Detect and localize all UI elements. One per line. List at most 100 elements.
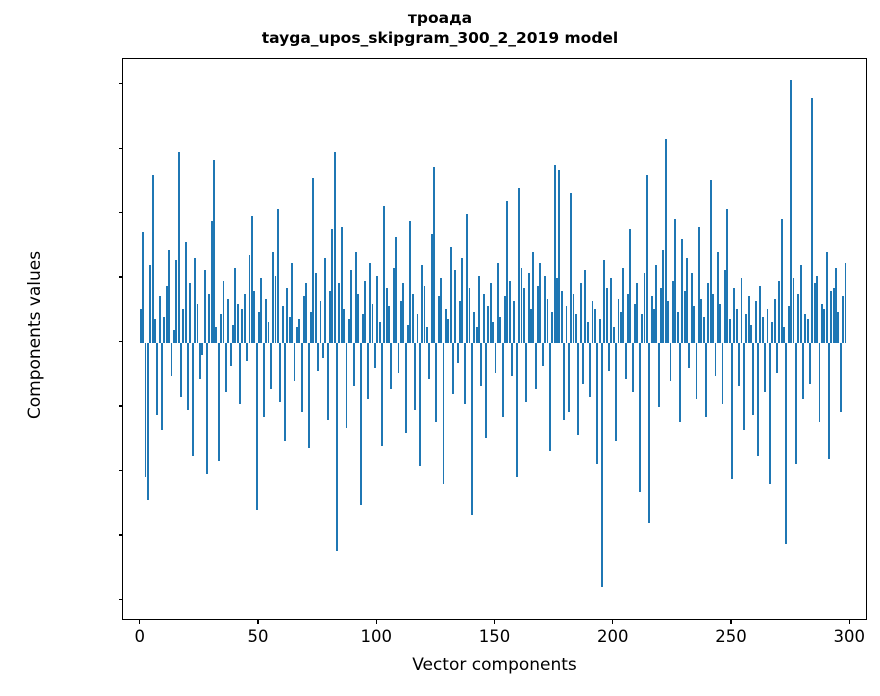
bar [470, 342, 473, 516]
bar [463, 342, 466, 405]
bar [835, 267, 838, 343]
bar [804, 314, 807, 343]
bar [504, 296, 506, 343]
bar [451, 342, 454, 395]
bar [567, 342, 570, 413]
bar [577, 342, 580, 436]
bar [683, 291, 686, 343]
bar [295, 327, 298, 343]
bar [660, 288, 662, 343]
bar [468, 288, 471, 343]
bar [182, 309, 185, 343]
bar [184, 242, 187, 343]
y-tick-mark [118, 211, 123, 214]
bar [151, 175, 154, 343]
bar [664, 138, 667, 343]
bar [591, 301, 594, 343]
x-tick-mark [257, 620, 259, 624]
bar [494, 342, 497, 374]
bar [328, 291, 331, 343]
bar [757, 342, 759, 456]
bar [586, 321, 589, 343]
bar [220, 314, 223, 343]
bar [466, 213, 469, 343]
bar [142, 231, 145, 343]
bar [355, 252, 357, 343]
bar [454, 270, 457, 343]
bar [274, 275, 277, 343]
bar [582, 342, 584, 384]
y-tick-mark [118, 534, 123, 536]
bar [399, 301, 402, 343]
bar [331, 229, 334, 343]
x-tick-mark [375, 620, 377, 624]
bar [480, 342, 483, 387]
bar [820, 303, 823, 343]
bar [714, 342, 717, 377]
bar [340, 226, 343, 343]
bar [726, 208, 729, 343]
bar [168, 249, 171, 343]
bar [563, 342, 566, 420]
bar [326, 342, 329, 420]
bar [234, 267, 237, 343]
bar [728, 319, 731, 343]
bar [232, 324, 234, 343]
bar [802, 342, 804, 400]
bar [239, 342, 242, 405]
y-tick-mark [118, 469, 123, 472]
bar [333, 151, 336, 343]
bar [276, 208, 279, 343]
bar [291, 262, 294, 343]
bar [343, 309, 346, 343]
bar [146, 342, 149, 500]
bar [688, 342, 691, 369]
x-tick-mark [730, 620, 732, 624]
bar [551, 311, 554, 343]
bar [423, 285, 426, 343]
bar [662, 249, 665, 343]
bar [657, 342, 660, 407]
bar [830, 291, 833, 343]
bar [624, 342, 627, 379]
bar [139, 309, 142, 343]
bar [740, 278, 743, 343]
bar [598, 319, 601, 343]
bar [669, 342, 672, 382]
bar [459, 301, 461, 343]
bar [191, 342, 194, 456]
bar [298, 319, 301, 343]
bar [634, 303, 636, 343]
x-tick-label: 200 [597, 627, 629, 646]
bar [250, 216, 253, 343]
bar [210, 221, 213, 343]
bar [785, 342, 788, 544]
bar [357, 293, 360, 343]
bar [532, 252, 535, 343]
bar [307, 342, 310, 449]
bar [395, 236, 398, 343]
chart-title-line-2: tayga_upos_skipgram_300_2_2019 model [261, 29, 619, 47]
bar [425, 327, 428, 343]
bar [700, 298, 703, 343]
bar [321, 342, 324, 359]
bar [407, 324, 409, 343]
bar [222, 280, 225, 343]
bar [345, 342, 348, 428]
bar [430, 234, 433, 343]
bar [527, 272, 530, 343]
y-tick-mark [118, 340, 123, 343]
bar [449, 247, 452, 343]
bar [215, 327, 218, 343]
bar [768, 342, 771, 485]
bar [496, 262, 499, 343]
bar [477, 275, 480, 343]
bar [489, 283, 492, 343]
y-tick-mark [118, 83, 123, 85]
bar [837, 311, 840, 343]
bar [842, 296, 845, 343]
bar [373, 342, 376, 369]
bar [513, 301, 516, 343]
bar [709, 180, 712, 343]
